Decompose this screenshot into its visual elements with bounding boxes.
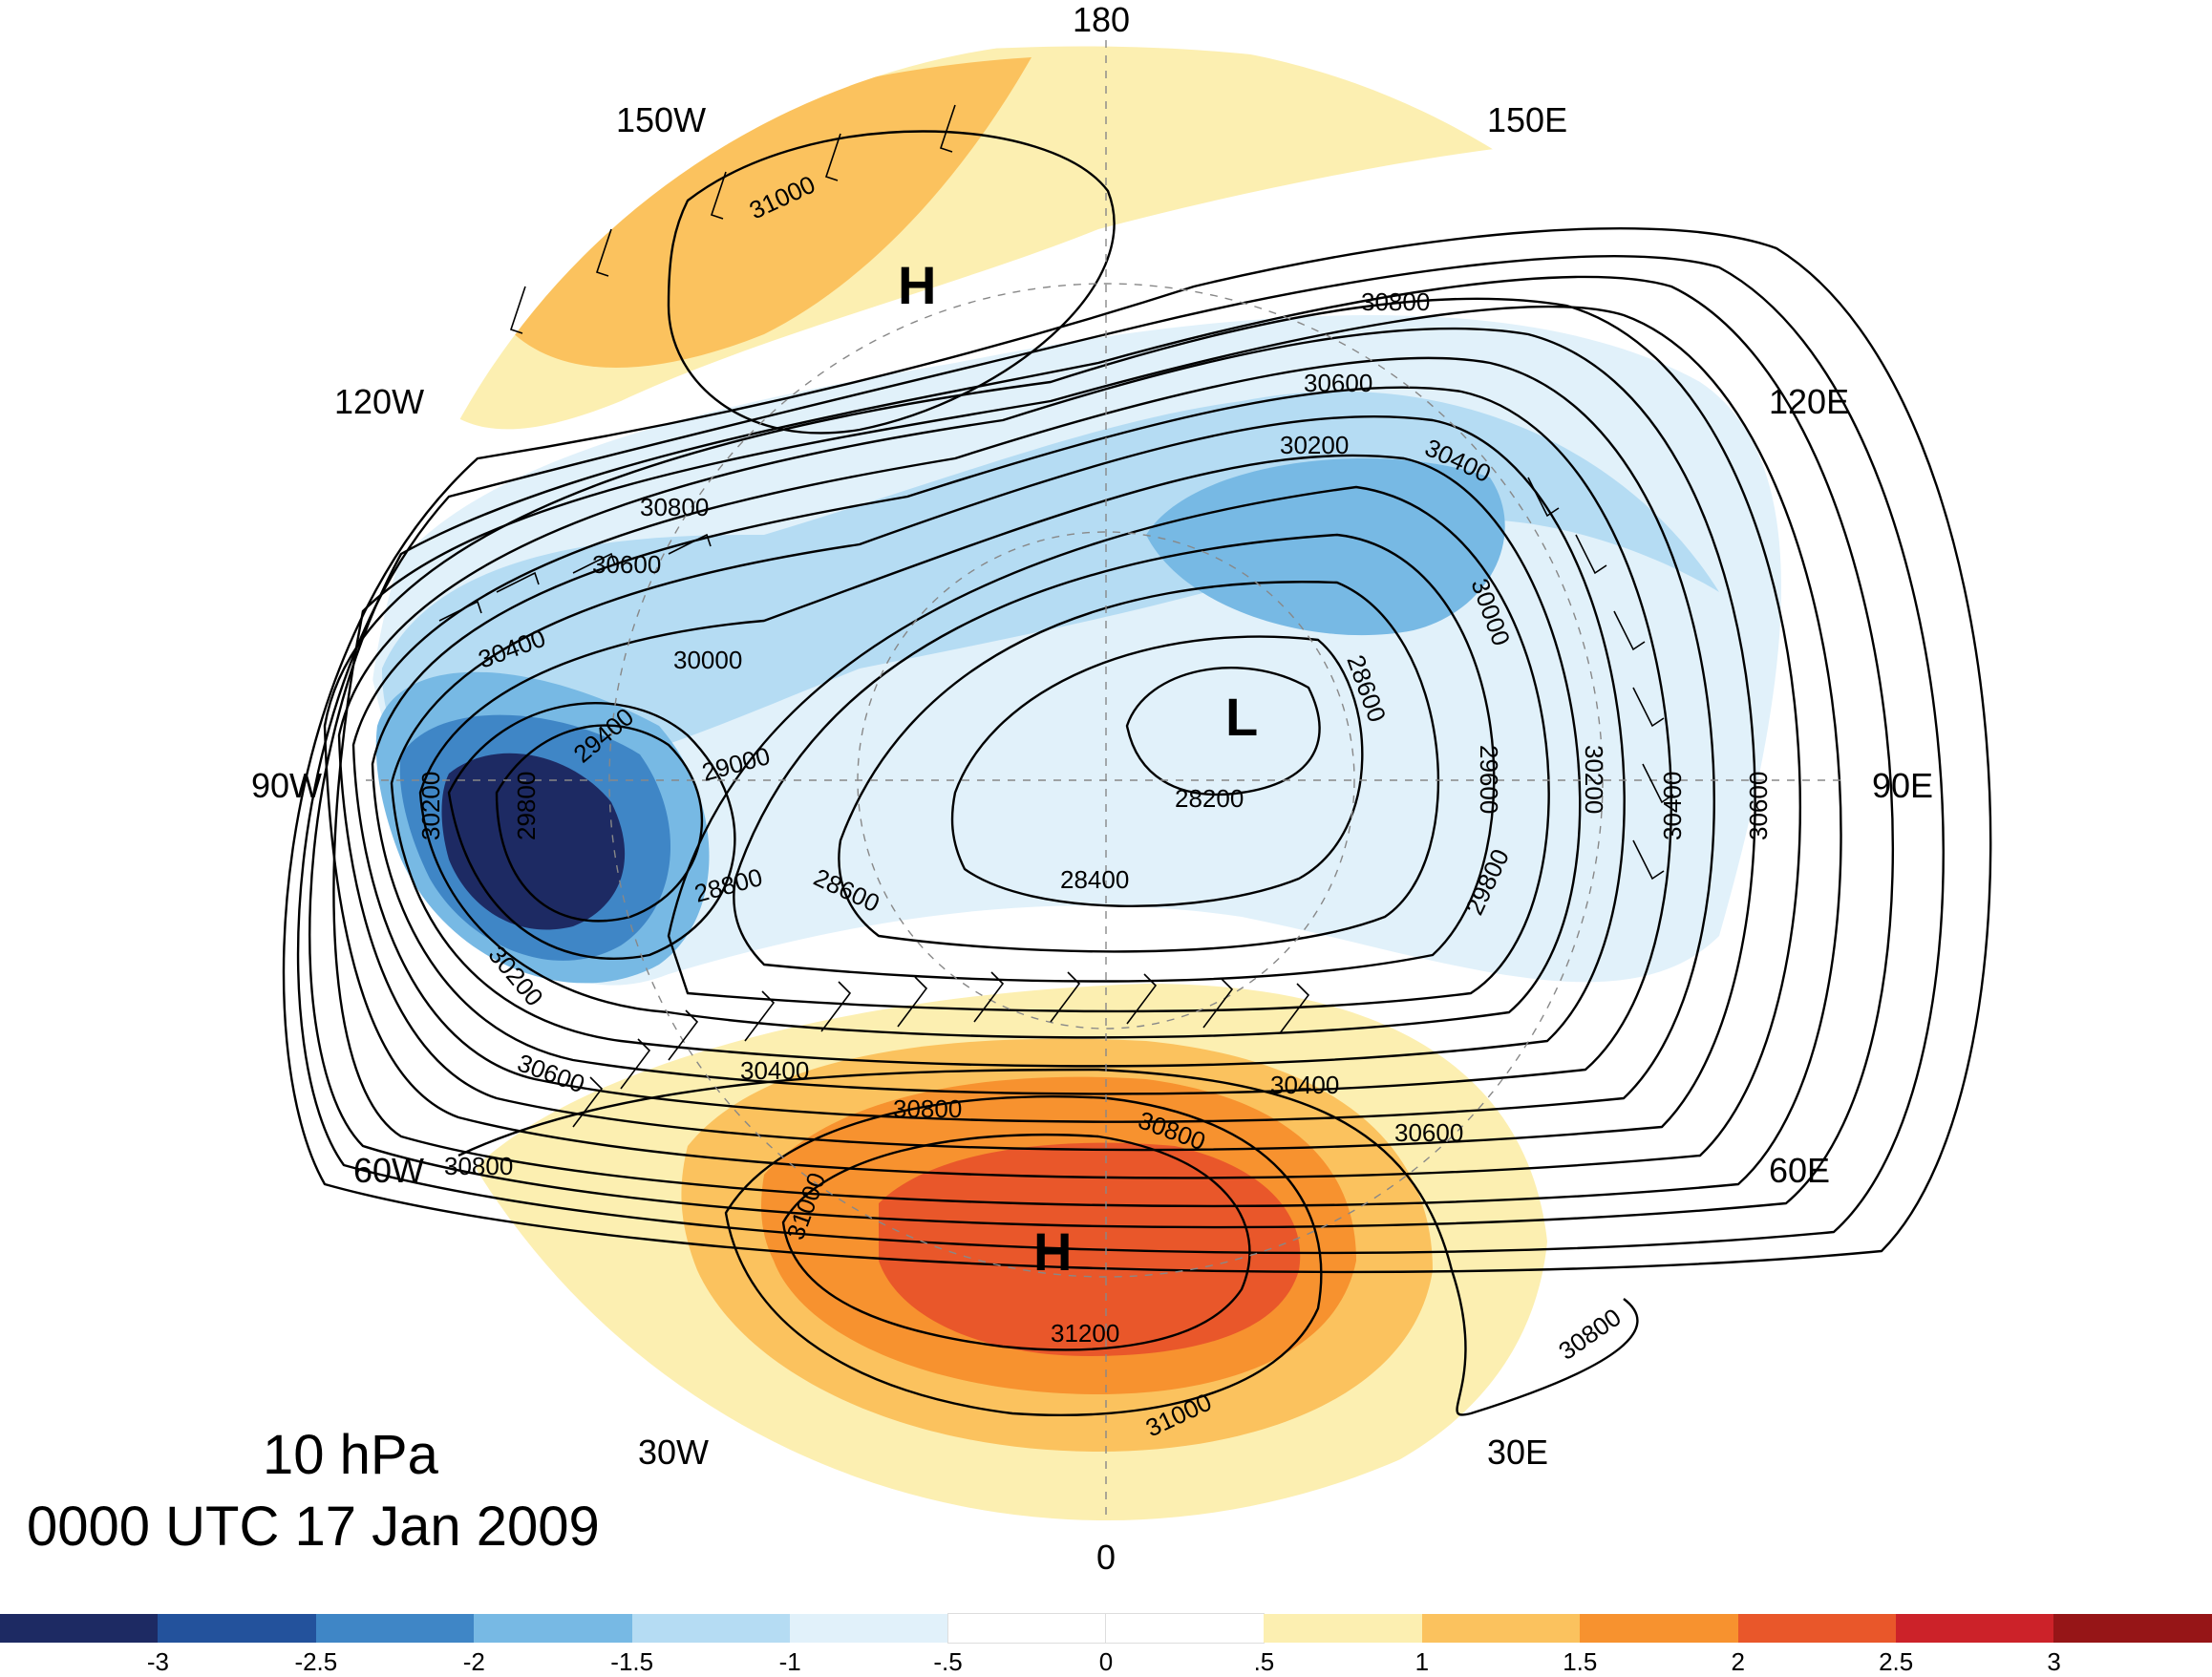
lon-label-60e: 60E xyxy=(1769,1151,1831,1190)
lon-label-120e: 120E xyxy=(1769,382,1850,421)
contour-label: 30600 xyxy=(592,550,661,579)
high-center-label: H xyxy=(1033,1221,1072,1282)
colorbar-tick-label: 2 xyxy=(1731,1647,1745,1676)
lon-label-30e: 30E xyxy=(1487,1433,1549,1472)
anomaly-shading xyxy=(366,46,1781,1520)
colorbar-tick-label: .5 xyxy=(1253,1647,1275,1676)
lon-label-150w: 150W xyxy=(616,100,707,139)
low-center-label: L xyxy=(1225,687,1258,747)
colorbar-tick-label: -1 xyxy=(778,1647,801,1676)
pressure-level-title: 10 hPa xyxy=(263,1424,438,1486)
contour-label: 30400 xyxy=(1270,1071,1339,1099)
contour-label: 30800 xyxy=(893,1094,962,1123)
colorbar-cell xyxy=(0,1614,159,1643)
contour-label: 30600 xyxy=(1744,772,1773,840)
colorbar-cell xyxy=(2053,1614,2212,1643)
colorbar-cell xyxy=(1580,1614,1738,1643)
colorbar-cell xyxy=(946,1613,1107,1644)
colorbar-cell xyxy=(474,1614,632,1643)
colorbar-tick-label: 2.5 xyxy=(1879,1647,1914,1676)
colorbar-tick-label: 1 xyxy=(1414,1647,1430,1676)
colorbar-cell xyxy=(158,1614,316,1643)
colorbar-cell xyxy=(1421,1614,1581,1643)
colorbar-cell xyxy=(1896,1614,2054,1643)
lon-label-60w: 60W xyxy=(353,1151,425,1190)
wind-barbs xyxy=(438,104,1674,1128)
colorbar-cell xyxy=(790,1614,948,1643)
contour-label: 30200 xyxy=(1580,745,1608,814)
contour-label: 30400 xyxy=(1658,772,1687,840)
contour-label: 30600 xyxy=(1394,1118,1463,1147)
lon-label-90w: 90W xyxy=(251,766,323,805)
colorbar-tick-label: -1.5 xyxy=(610,1647,654,1676)
lon-label-90e: 90E xyxy=(1872,766,1934,805)
colorbar-ticks: -3 -2.5 -2 -1.5 -1 -.5 0 .5 1 1.5 2 2.5 3 xyxy=(0,1647,2212,1676)
contour-label: 30000 xyxy=(673,646,742,674)
pressure-centers: H H L xyxy=(898,255,1258,1282)
polar-stereographic-map: 31000 30800 30600 30200 30400 30800 3060… xyxy=(282,40,1992,1520)
contour-label: 29600 xyxy=(1475,745,1503,814)
colorbar xyxy=(0,1613,2212,1644)
graticule xyxy=(366,40,1846,1520)
contour-label: 30800 xyxy=(640,493,709,521)
contour-label: 30200 xyxy=(416,772,445,840)
contour-label: 30800 xyxy=(1361,287,1430,316)
colorbar-tick-label: 1.5 xyxy=(1563,1647,1598,1676)
contour-label: 28400 xyxy=(1060,865,1129,894)
lon-label-180: 180 xyxy=(1073,0,1131,39)
colorbar-tick-label: 3 xyxy=(2047,1647,2061,1676)
contour-label: 30800 xyxy=(444,1152,513,1180)
contour-label: 30400 xyxy=(740,1056,809,1085)
colorbar-tick-label: -2.5 xyxy=(294,1647,338,1676)
lon-label-150e: 150E xyxy=(1487,100,1568,139)
height-contours xyxy=(282,130,1992,1416)
valid-time-title: 0000 UTC 17 Jan 2009 xyxy=(27,1496,600,1558)
colorbar-cell xyxy=(631,1614,791,1643)
colorbar-tick-label: -.5 xyxy=(933,1647,963,1676)
contour-label: 30600 xyxy=(1304,369,1372,397)
colorbar-cell xyxy=(1264,1614,1422,1643)
colorbar-cell xyxy=(1104,1613,1266,1644)
colorbar-cell xyxy=(1737,1614,1897,1643)
lon-label-0: 0 xyxy=(1096,1538,1117,1577)
high-center-label: H xyxy=(898,255,936,315)
contour-label: 28200 xyxy=(1175,784,1244,813)
contour-label: 29800 xyxy=(512,772,541,840)
lon-label-30w: 30W xyxy=(638,1433,710,1472)
lon-label-120w: 120W xyxy=(334,382,425,421)
colorbar-cell xyxy=(315,1614,475,1643)
colorbar-tick-label: 0 xyxy=(1098,1647,1114,1676)
contour-label: 30200 xyxy=(1280,431,1349,459)
colorbar-tick-label: -2 xyxy=(462,1647,485,1676)
contour-label: 31200 xyxy=(1051,1319,1119,1348)
colorbar-tick-label: -3 xyxy=(146,1647,169,1676)
